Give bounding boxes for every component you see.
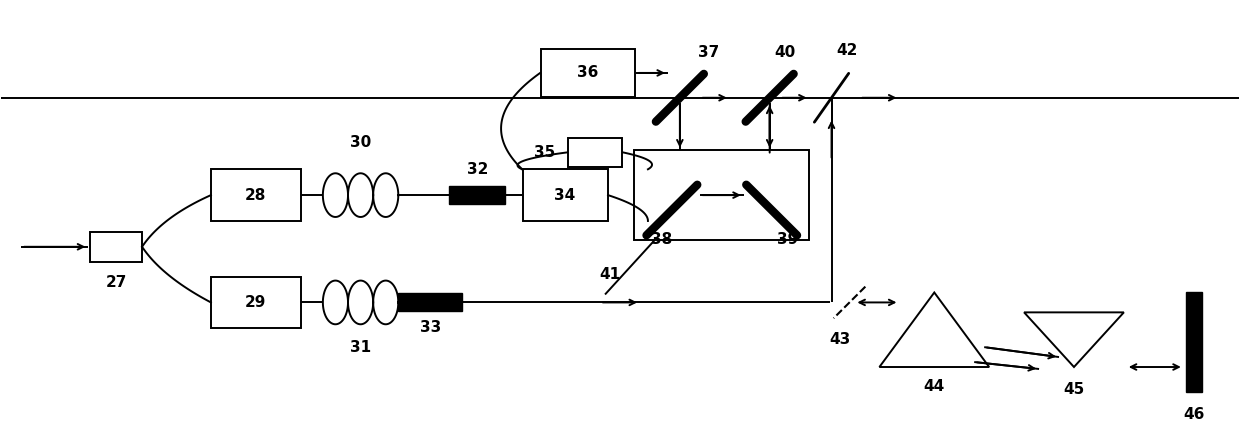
Text: 29: 29 [246, 295, 267, 310]
Text: 44: 44 [924, 379, 945, 394]
Text: 36: 36 [578, 66, 599, 80]
Text: 28: 28 [246, 187, 267, 202]
Bar [541, 49, 635, 97]
Text: 45: 45 [1064, 382, 1085, 397]
Bar [398, 293, 463, 311]
Bar [568, 138, 622, 167]
Text: 41: 41 [599, 267, 620, 282]
Text: 42: 42 [837, 43, 858, 58]
Bar [91, 232, 143, 262]
Bar [449, 186, 505, 204]
Text: 33: 33 [420, 320, 441, 335]
Text: 39: 39 [776, 232, 797, 247]
Text: 32: 32 [466, 162, 489, 177]
Text: 34: 34 [554, 187, 575, 202]
Text: 27: 27 [105, 275, 126, 290]
Text: 31: 31 [350, 340, 371, 355]
Bar [1185, 293, 1202, 392]
Bar [211, 277, 301, 328]
Bar [635, 151, 808, 240]
Bar [523, 169, 608, 221]
Text: 37: 37 [698, 45, 719, 60]
Text: 40: 40 [775, 45, 796, 60]
Text: 38: 38 [651, 232, 672, 247]
Text: 43: 43 [828, 332, 851, 347]
Text: 35: 35 [534, 145, 556, 160]
Text: 46: 46 [1183, 407, 1204, 422]
Text: 30: 30 [350, 136, 371, 151]
Bar [211, 169, 301, 221]
